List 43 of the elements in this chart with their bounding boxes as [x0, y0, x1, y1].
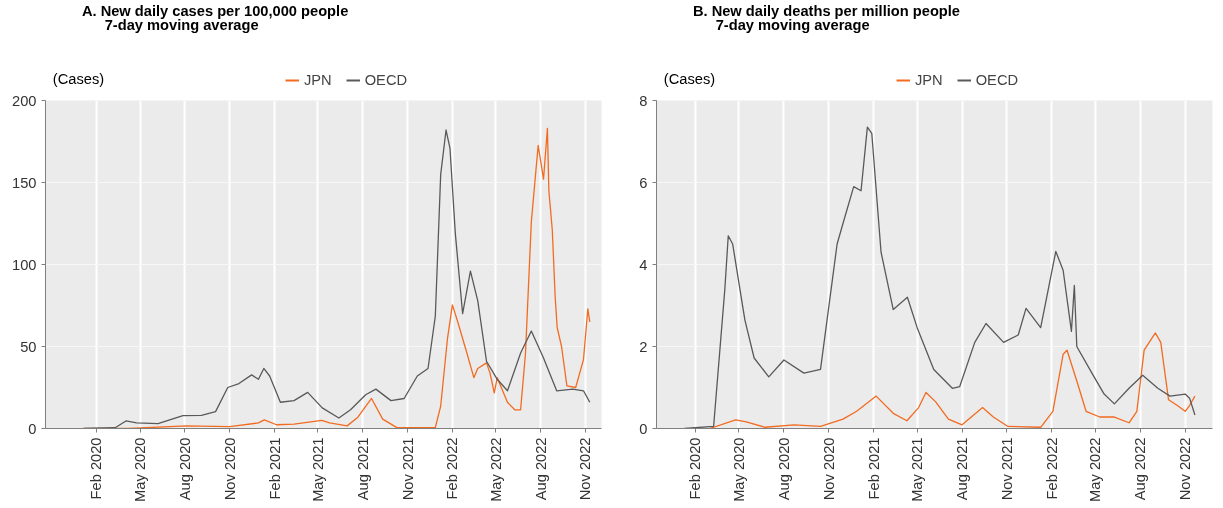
legend-label: OECD: [364, 72, 408, 88]
y-axis-title: (Cases): [52, 70, 105, 87]
line-series: [709, 332, 1196, 429]
y-tick-label: 2: [639, 338, 648, 355]
x-tick-label: Feb 2020: [687, 437, 704, 500]
x-tick-label: Nov 2021: [399, 437, 416, 501]
y-tick-label: 150: [12, 174, 37, 191]
x-tick-label: Aug 2020: [176, 437, 193, 501]
x-tick-label: Nov 2022: [1177, 437, 1194, 501]
y-tick-label: 0: [28, 420, 37, 437]
y-axis-title: (Cases): [663, 70, 716, 87]
x-tick-label: Nov 2020: [221, 437, 238, 501]
x-tick-label: Feb 2020: [88, 437, 105, 500]
x-tick-label: Nov 2020: [820, 437, 837, 501]
x-tick-label: May 2021: [309, 437, 326, 502]
legend-label: JPN: [304, 72, 332, 88]
y-tick-label: 200: [12, 92, 37, 109]
x-tick-label: Feb 2022: [1043, 437, 1060, 500]
chart-title: B. New daily deaths per million people: [692, 2, 961, 19]
x-tick-label: May 2022: [487, 437, 504, 502]
x-tick-label: Feb 2021: [266, 437, 283, 500]
y-tick-label: 6: [639, 174, 648, 191]
x-tick-label: Aug 2022: [532, 437, 549, 501]
x-tick-label: Nov 2022: [577, 437, 594, 501]
x-tick-label: Nov 2021: [998, 437, 1015, 501]
y-tick-label: 0: [639, 420, 648, 437]
x-tick-label: Aug 2020: [775, 437, 792, 501]
legend-label: OECD: [975, 72, 1019, 88]
x-tick-label: Aug 2021: [954, 437, 971, 501]
x-tick-label: May 2022: [1087, 437, 1104, 502]
y-tick-label: 50: [20, 338, 37, 355]
x-tick-label: Aug 2022: [1132, 437, 1149, 501]
y-tick-label: 100: [12, 256, 37, 273]
y-tick-label: 8: [639, 92, 648, 109]
y-tick-label: 4: [639, 256, 648, 273]
x-tick-label: Aug 2021: [354, 437, 371, 501]
x-tick-label: May 2020: [132, 437, 149, 502]
chart-title: A. New daily cases per 100,000 people: [81, 2, 349, 19]
x-tick-label: May 2020: [731, 437, 747, 502]
x-tick-label: Feb 2022: [444, 437, 461, 500]
x-tick-label: Feb 2021: [865, 437, 882, 500]
legend-label: JPN: [915, 72, 943, 88]
x-tick-label: May 2021: [909, 437, 926, 502]
